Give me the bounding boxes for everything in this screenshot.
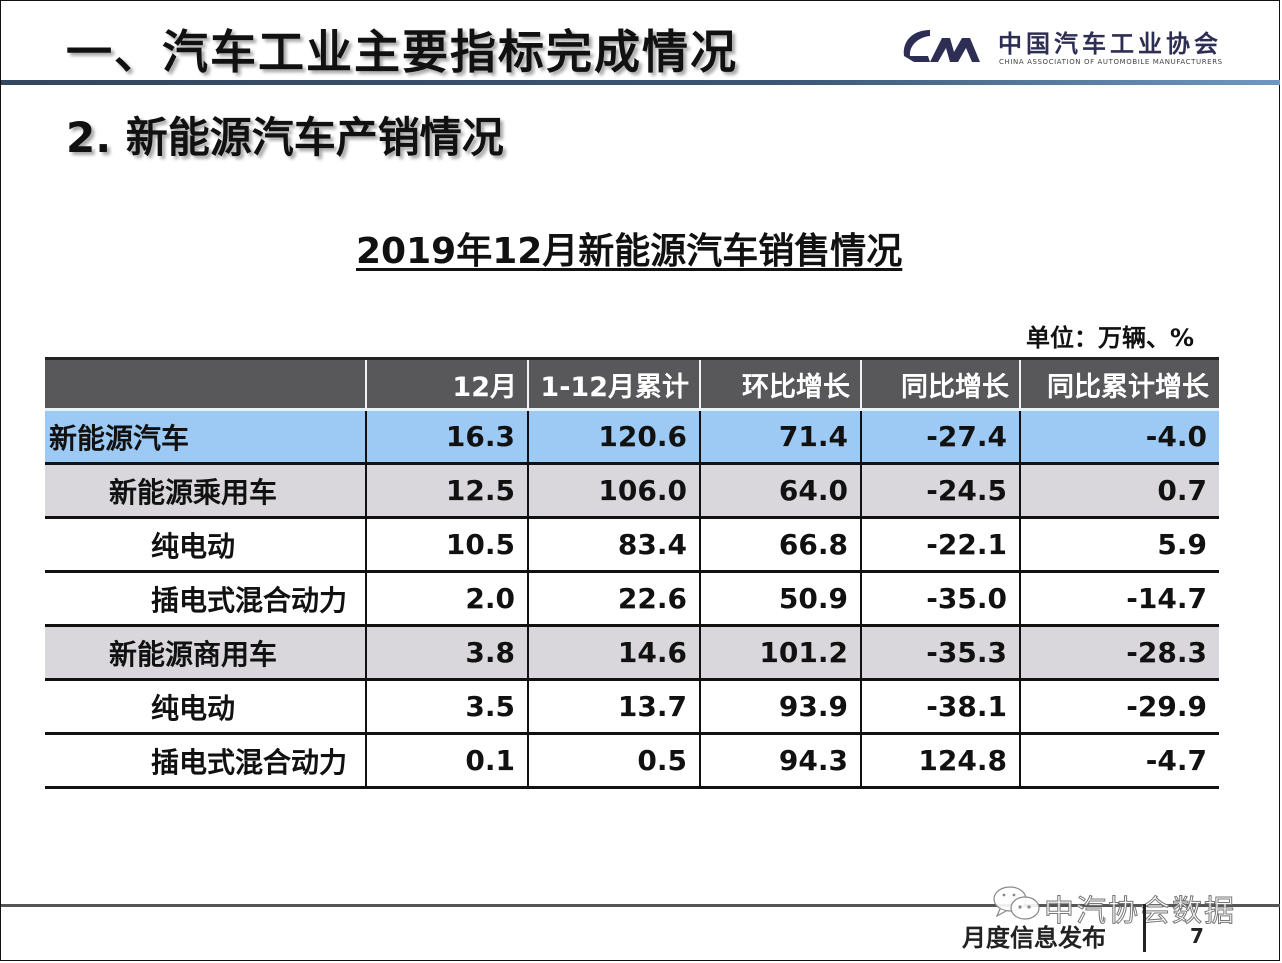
cell-mom: 66.8	[699, 516, 861, 572]
cell-ytd: 120.6	[527, 408, 700, 464]
cell-mom: 93.9	[699, 678, 861, 734]
header-divider	[1, 80, 1280, 85]
cell-december: 16.3	[365, 408, 528, 464]
cell-mom: 71.4	[699, 408, 861, 464]
cell-december: 12.5	[365, 462, 528, 518]
cell-yoy-cumulative: 0.7	[1019, 462, 1219, 518]
cell-ytd: 106.0	[527, 462, 700, 518]
cell-yoy: 124.8	[860, 732, 1020, 789]
table-row-commercial-phev: 插电式混合动力 0.1 0.5 94.3 124.8 -4.7	[45, 732, 1219, 789]
unit-label: 单位：万辆、%	[1026, 324, 1195, 352]
cell-december: 2.0	[365, 570, 528, 626]
cell-ytd: 22.6	[527, 570, 700, 626]
cell-mom: 101.2	[699, 624, 861, 680]
row-label: 纯电动	[45, 516, 366, 572]
footer-label: 月度信息发布	[962, 924, 1106, 952]
footer-separator	[1143, 904, 1146, 952]
cell-mom: 94.3	[699, 732, 861, 789]
column-header-december: 12月	[365, 357, 528, 410]
logo-english-name: CHINA ASSOCIATION OF AUTOMOBILE MANUFACT…	[999, 58, 1223, 66]
cell-yoy-cumulative: 5.9	[1019, 516, 1219, 572]
table-row-nev-commercial: 新能源商用车 3.8 14.6 101.2 -35.3 -28.3	[45, 624, 1219, 680]
table-title: 2019年12月新能源汽车销售情况	[356, 231, 903, 272]
table-row-passenger-bev: 纯电动 10.5 83.4 66.8 -22.1 5.9	[45, 516, 1219, 572]
cell-december: 10.5	[365, 516, 528, 572]
cell-yoy: -35.3	[860, 624, 1020, 680]
cell-december: 0.1	[365, 732, 528, 789]
row-label: 新能源汽车	[45, 408, 366, 464]
cell-ytd: 14.6	[527, 624, 700, 680]
cell-mom: 50.9	[699, 570, 861, 626]
cell-ytd: 0.5	[527, 732, 700, 789]
cell-december: 3.8	[365, 624, 528, 680]
page-number: 7	[1190, 924, 1204, 948]
table-header-row: 12月 1-12月累计 环比增长 同比增长 同比累计增长	[45, 357, 1219, 410]
cell-yoy-cumulative: -4.7	[1019, 732, 1219, 789]
cell-yoy: -38.1	[860, 678, 1020, 734]
column-header-mom-growth: 环比增长	[699, 357, 861, 410]
footer-divider	[1, 904, 1280, 907]
cell-mom: 64.0	[699, 462, 861, 518]
cell-yoy: -35.0	[860, 570, 1020, 626]
column-header-yoy-growth: 同比增长	[860, 357, 1020, 410]
cell-yoy-cumulative: -29.9	[1019, 678, 1219, 734]
column-header-category	[45, 357, 366, 410]
cell-yoy: -27.4	[860, 408, 1020, 464]
table-row-nev-total: 新能源汽车 16.3 120.6 71.4 -27.4 -4.0	[45, 408, 1219, 464]
caam-logo-icon	[903, 30, 980, 62]
nev-sales-table: 12月 1-12月累计 环比增长 同比增长 同比累计增长 新能源汽车 16.3 …	[45, 357, 1219, 789]
column-header-yoy-cumulative-growth: 同比累计增长	[1019, 357, 1219, 410]
cell-december: 3.5	[365, 678, 528, 734]
row-label: 插电式混合动力	[45, 732, 366, 789]
table-row-nev-passenger: 新能源乘用车 12.5 106.0 64.0 -24.5 0.7	[45, 462, 1219, 518]
logo-chinese-name: 中国汽车工业协会	[998, 30, 1222, 58]
row-label: 纯电动	[45, 678, 366, 734]
cell-yoy: -24.5	[860, 462, 1020, 518]
table-row-passenger-phev: 插电式混合动力 2.0 22.6 50.9 -35.0 -14.7	[45, 570, 1219, 626]
row-label: 插电式混合动力	[45, 570, 366, 626]
row-label: 新能源商用车	[45, 624, 366, 680]
watermark-text: 中汽协会数据	[1044, 894, 1236, 930]
caam-logo: 中国汽车工业协会 CHINA ASSOCIATION OF AUTOMOBILE…	[900, 22, 1230, 72]
row-label: 新能源乘用车	[45, 462, 366, 518]
section-title: 2. 新能源汽车产销情况	[66, 113, 504, 162]
main-title: 一、汽车工业主要指标完成情况	[66, 25, 738, 79]
cell-yoy-cumulative: -14.7	[1019, 570, 1219, 626]
cell-ytd: 83.4	[527, 516, 700, 572]
cell-yoy-cumulative: -4.0	[1019, 408, 1219, 464]
column-header-ytd: 1-12月累计	[527, 357, 700, 410]
table-row-commercial-bev: 纯电动 3.5 13.7 93.9 -38.1 -29.9	[45, 678, 1219, 734]
cell-ytd: 13.7	[527, 678, 700, 734]
cell-yoy-cumulative: -28.3	[1019, 624, 1219, 680]
wechat-icon	[993, 886, 1040, 920]
cell-yoy: -22.1	[860, 516, 1020, 572]
